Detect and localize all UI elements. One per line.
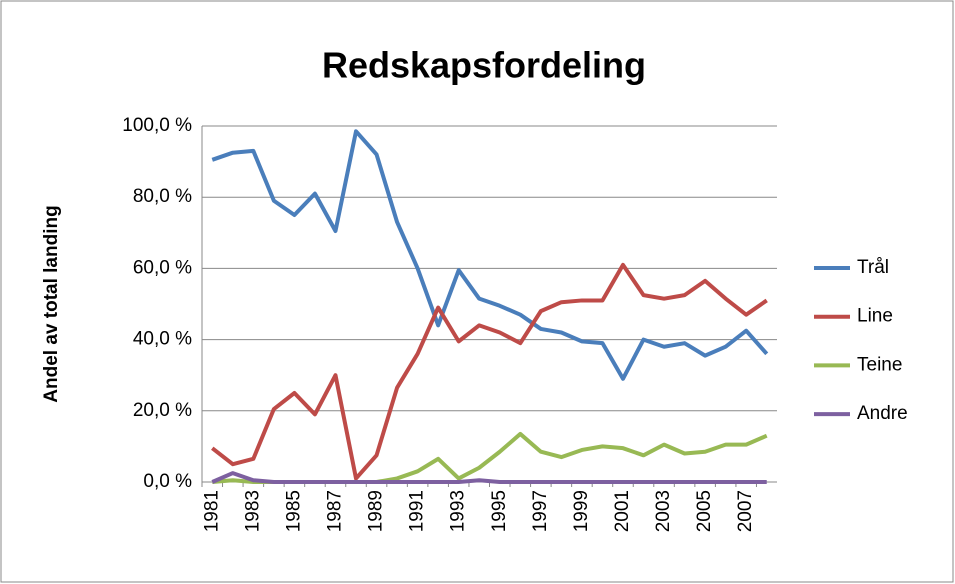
- y-tick-label: 0,0 %: [143, 471, 192, 492]
- y-tick-label: 40,0 %: [133, 329, 192, 350]
- x-tick-label: 1999: [571, 490, 592, 532]
- legend-label: Trål: [857, 257, 889, 278]
- legend-label: Line: [857, 306, 893, 327]
- legend-label: Andre: [857, 403, 908, 424]
- x-tick-label: 1991: [407, 490, 428, 532]
- x-tick-label: 1993: [448, 490, 469, 532]
- series-line: [211, 471, 767, 484]
- legend-label: Teine: [857, 354, 902, 375]
- x-tick-label: 2003: [653, 490, 674, 532]
- y-tick-label: 80,0 %: [133, 186, 192, 207]
- x-tick-label: 2005: [694, 490, 715, 532]
- x-tick-label: 1995: [489, 490, 510, 532]
- y-tick-label: 100,0 %: [122, 115, 192, 136]
- x-tick-label: 2001: [612, 490, 633, 532]
- x-tick-label: 2007: [735, 490, 756, 532]
- x-tick-label: 1989: [366, 490, 387, 532]
- x-tick-label: 1983: [242, 490, 263, 532]
- x-tick-label: 1997: [530, 490, 551, 532]
- y-tick-label: 60,0 %: [133, 257, 192, 278]
- y-axis-label: Andel av total landing: [41, 205, 62, 402]
- y-tick-label: 20,0 %: [133, 400, 192, 421]
- series-line: [211, 129, 769, 381]
- series-line: [211, 262, 768, 481]
- x-tick-label: 1987: [324, 490, 345, 532]
- x-tick-label: 1981: [201, 490, 222, 532]
- x-tick-label: 1985: [283, 490, 304, 532]
- chart-title: Redskapsfordeling: [322, 45, 646, 86]
